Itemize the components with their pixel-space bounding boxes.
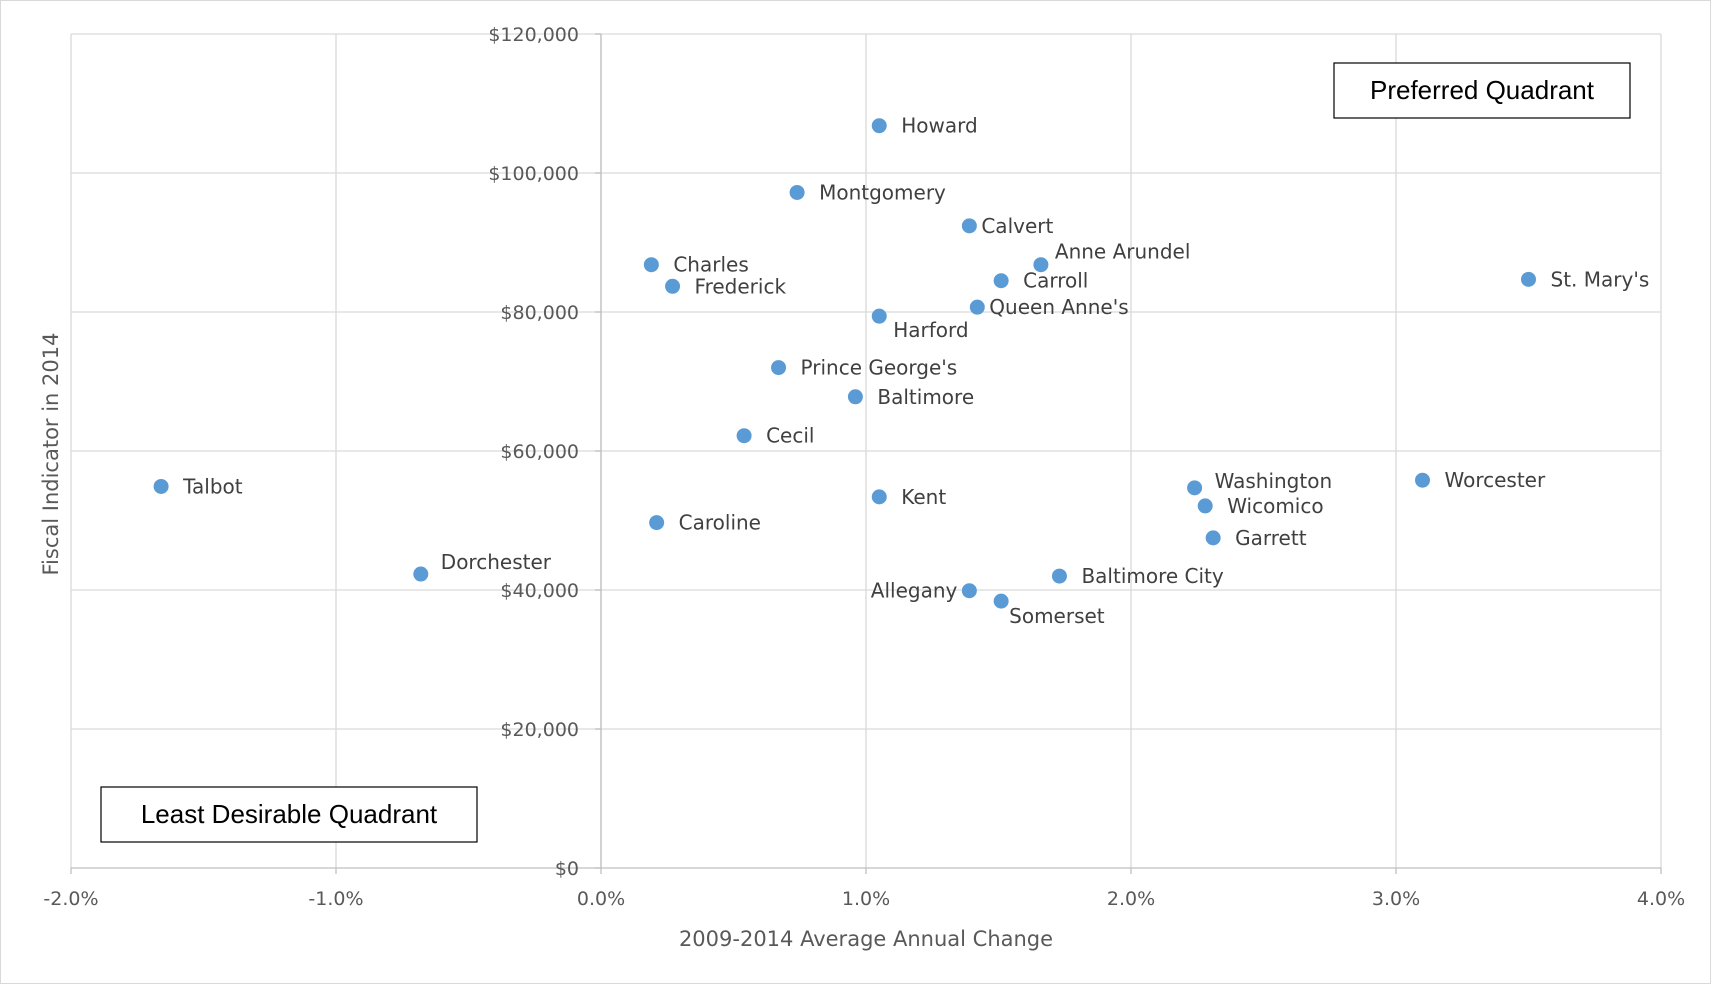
data-point [969,299,985,315]
x-tick-label: 3.0% [1372,888,1420,910]
x-tick-label: 4.0% [1637,888,1685,910]
point-label: Talbot [182,474,243,498]
point-label: Montgomery [819,180,946,204]
x-tick-label: 2.0% [1107,888,1155,910]
data-point [153,478,169,494]
x-axis-title: 2009-2014 Average Annual Change [679,927,1053,951]
y-tick-label: $40,000 [500,580,579,602]
data-point [665,278,681,294]
x-tick-label: -2.0% [43,888,98,910]
point-label: St. Mary's [1551,267,1650,291]
least-desirable-quadrant-label: Least Desirable Quadrant [141,799,438,829]
point-label: Washington [1215,469,1333,493]
data-point [1051,568,1067,584]
preferred-quadrant-box: Preferred Quadrant [1333,62,1631,119]
point-label: Worcester [1445,468,1546,492]
data-point [961,218,977,234]
point-label: Prince George's [801,356,958,380]
point-label: Cecil [766,424,814,448]
y-tick-label: $20,000 [500,719,579,741]
data-point [413,566,429,582]
x-tick-label: 1.0% [842,888,890,910]
data-point [1187,480,1203,496]
point-label: Kent [901,485,946,509]
point-label: Somerset [1009,604,1105,628]
y-axis-title: Fiscal Indicator in 2014 [39,333,63,576]
point-label: Baltimore City [1081,564,1223,588]
least-desirable-quadrant-box: Least Desirable Quadrant [100,786,478,843]
data-point [1197,498,1213,514]
y-tick-label: $100,000 [488,163,579,185]
point-label: Baltimore [877,385,974,409]
data-point [871,308,887,324]
y-tick-label: $80,000 [500,302,579,324]
data-point [961,583,977,599]
data-point [1033,257,1049,273]
data-point [871,118,887,134]
point-label: Howard [901,114,977,138]
data-point [1521,271,1536,287]
data-point [871,489,887,505]
preferred-quadrant-label: Preferred Quadrant [1370,75,1595,105]
point-label: Garrett [1235,526,1307,550]
point-label: Dorchester [441,550,552,574]
y-axis-ticks: $0 $20,000 $40,000 $60,000 $80,000 $100,000 $1… [488,24,579,880]
data-point [993,593,1009,609]
point-label: Carroll [1023,269,1088,293]
data-point [789,184,805,200]
data-point [993,273,1009,289]
data-points [153,118,1536,609]
data-point [649,515,665,531]
point-label: Allegany [871,579,958,603]
point-label: Queen Anne's [989,295,1128,319]
point-label: Frederick [695,274,787,298]
x-tick-label: -1.0% [308,888,363,910]
y-tick-label: $60,000 [500,441,579,463]
point-label: Harford [893,318,968,342]
data-point [847,389,863,405]
y-tick-label: $0 [555,858,579,880]
data-point [1415,472,1430,488]
point-label: Caroline [679,511,761,535]
axes [70,33,1662,874]
point-label: Anne Arundel [1055,240,1191,264]
point-label: Charles [673,253,748,277]
point-label: Wicomico [1227,494,1323,518]
data-point [643,257,659,273]
data-point [736,428,752,444]
gridlines [71,33,1662,868]
point-label: Calvert [981,214,1053,238]
x-axis-ticks: -2.0% -1.0% 0.0% 1.0% 2.0% 3.0% 4.0% [43,888,1685,910]
y-tick-label: $120,000 [488,24,579,46]
data-point [1205,530,1221,546]
x-tick-label: 0.0% [577,888,625,910]
data-point [771,360,787,376]
